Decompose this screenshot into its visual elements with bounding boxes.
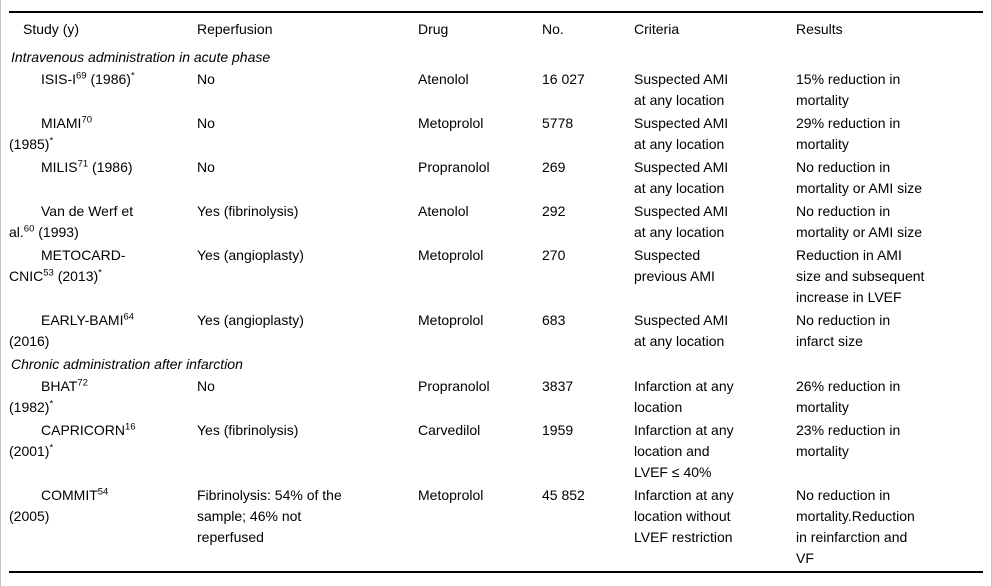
citation-ref: 54: [97, 486, 109, 498]
criteria-cell: Suspected AMI at any location: [634, 203, 729, 240]
table-row: MIAMI70 (1985)* No Metoprolol 5778 Suspected…: [9, 113, 983, 157]
table-row: EARLY-BAMI64 (2016) Yes (angioplasty) Meto…: [9, 310, 983, 354]
no-cell: 45 852: [542, 487, 585, 503]
drug-cell: Propranolol: [418, 378, 490, 394]
citation-ref: 16: [125, 421, 136, 433]
criteria-cell: Suspected AMI at any location: [634, 71, 729, 108]
criteria-cell: Suspected previous AMI: [634, 247, 715, 284]
table-row: ISIS-I69 (1986)* No Atenolol 16 027 Suspecte…: [9, 69, 983, 113]
no-cell: 269: [542, 159, 566, 175]
studies-table: Study (y) Reperfusion Drug No. Criteria …: [9, 11, 983, 573]
column-header-no: No.: [542, 21, 564, 37]
no-cell: 3837: [542, 378, 574, 394]
asterisk-marker: *: [49, 442, 54, 454]
table-row: CAPRICORN16 (2001)* Yes (fibrinolysis) Car…: [9, 420, 983, 485]
drug-cell: Metoprolol: [418, 247, 484, 263]
results-cell: No reduction in mortality or AMI size: [796, 203, 923, 240]
citation-ref: 71: [77, 158, 89, 170]
drug-cell: Atenolol: [418, 71, 469, 87]
study-cell: METOCARD- CNIC53 (2013)*: [9, 247, 126, 284]
study-cell: MIAMI70 (1985)*: [9, 114, 93, 152]
reperfusion-cell: No: [197, 159, 215, 175]
results-cell: No reduction in mortality.Reduction in r…: [796, 487, 915, 566]
reperfusion-cell: No: [197, 378, 215, 394]
study-cell: EARLY-BAMI64 (2016): [9, 311, 135, 349]
criteria-cell: Suspected AMI at any location: [634, 115, 729, 152]
asterisk-marker: *: [130, 70, 135, 82]
section-row: Intravenous administration in acute phas…: [9, 47, 983, 69]
results-cell: 23% reduction in mortality: [796, 422, 901, 459]
results-cell: No reduction in infarct size: [796, 312, 891, 349]
table-body: Intravenous administration in acute phas…: [9, 47, 983, 571]
criteria-cell: Infarction at any location without LVEF …: [634, 487, 734, 545]
reperfusion-cell: Yes (fibrinolysis): [197, 422, 299, 438]
asterisk-marker: *: [49, 135, 54, 147]
section-label: Intravenous administration in acute phas…: [11, 49, 271, 65]
study-cell: MILIS71 (1986): [41, 158, 133, 175]
criteria-cell: Suspected AMI at any location: [634, 312, 729, 349]
column-header-study: Study (y): [23, 21, 80, 37]
results-cell: No reduction in mortality or AMI size: [796, 159, 923, 196]
citation-ref: 60: [23, 223, 35, 235]
no-cell: 1959: [542, 422, 574, 438]
study-cell: COMMIT54 (2005): [9, 486, 109, 524]
column-header-criteria: Criteria: [634, 21, 680, 37]
criteria-cell: Infarction at any location: [634, 378, 734, 415]
citation-ref: 64: [123, 311, 135, 323]
asterisk-marker: *: [98, 267, 102, 279]
study-cell: BHAT72 (1982)*: [9, 377, 88, 415]
drug-cell: Metoprolol: [418, 487, 484, 503]
section-label: Chronic administration after infarction: [11, 356, 243, 372]
reperfusion-cell: No: [197, 115, 215, 131]
column-header-results: Results: [796, 21, 843, 37]
no-cell: 292: [542, 203, 566, 219]
drug-cell: Metoprolol: [418, 312, 484, 328]
reperfusion-cell: Yes (fibrinolysis): [197, 203, 299, 219]
asterisk-marker: *: [49, 398, 54, 410]
drug-cell: Carvedilol: [418, 422, 481, 438]
citation-ref: 53: [43, 267, 54, 279]
table-row: Van de Werf et al.60 (1993) Yes (fibrinol…: [9, 201, 983, 245]
table-row: METOCARD- CNIC53 (2013)* Yes (angioplasty…: [9, 245, 983, 310]
table-row: BHAT72 (1982)* No Propranolol 3837 Infarctio…: [9, 376, 983, 420]
table-row: COMMIT54 (2005) Fibrinolysis: 54% of the …: [9, 485, 983, 571]
study-cell: CAPRICORN16 (2001)*: [9, 421, 136, 459]
column-header-reperfusion: Reperfusion: [197, 21, 273, 37]
results-cell: 29% reduction in mortality: [796, 115, 901, 152]
citation-ref: 70: [81, 114, 93, 126]
results-cell: Reduction in AMI size and subsequent inc…: [796, 247, 925, 305]
results-cell: 15% reduction in mortality: [796, 71, 901, 108]
drug-cell: Propranolol: [418, 159, 490, 175]
criteria-cell: Infarction at any location and LVEF ≤ 40…: [634, 422, 734, 480]
no-cell: 5778: [542, 115, 574, 131]
no-cell: 683: [542, 312, 566, 328]
section-row: Chronic administration after infarction: [9, 354, 983, 376]
citation-ref: 69: [76, 70, 87, 82]
drug-cell: Atenolol: [418, 203, 469, 219]
drug-cell: Metoprolol: [418, 115, 484, 131]
study-cell: Van de Werf et al.60 (1993): [9, 203, 134, 240]
table-header-row: Study (y) Reperfusion Drug No. Criteria …: [9, 13, 983, 47]
results-cell: 26% reduction in mortality: [796, 378, 901, 415]
column-header-drug: Drug: [418, 21, 449, 37]
reperfusion-cell: No: [197, 71, 215, 87]
citation-ref: 72: [77, 377, 88, 389]
criteria-cell: Suspected AMI at any location: [634, 159, 729, 196]
reperfusion-cell: Yes (angioplasty): [197, 247, 304, 263]
table-row: MILIS71 (1986) No Propranolol 269 Suspected …: [9, 157, 983, 201]
study-cell: ISIS-I69 (1986)*: [41, 70, 135, 87]
reperfusion-cell: Yes (angioplasty): [197, 312, 304, 328]
no-cell: 16 027: [542, 71, 585, 87]
reperfusion-cell: Fibrinolysis: 54% of the sample; 46% not…: [197, 487, 342, 545]
no-cell: 270: [542, 247, 566, 263]
